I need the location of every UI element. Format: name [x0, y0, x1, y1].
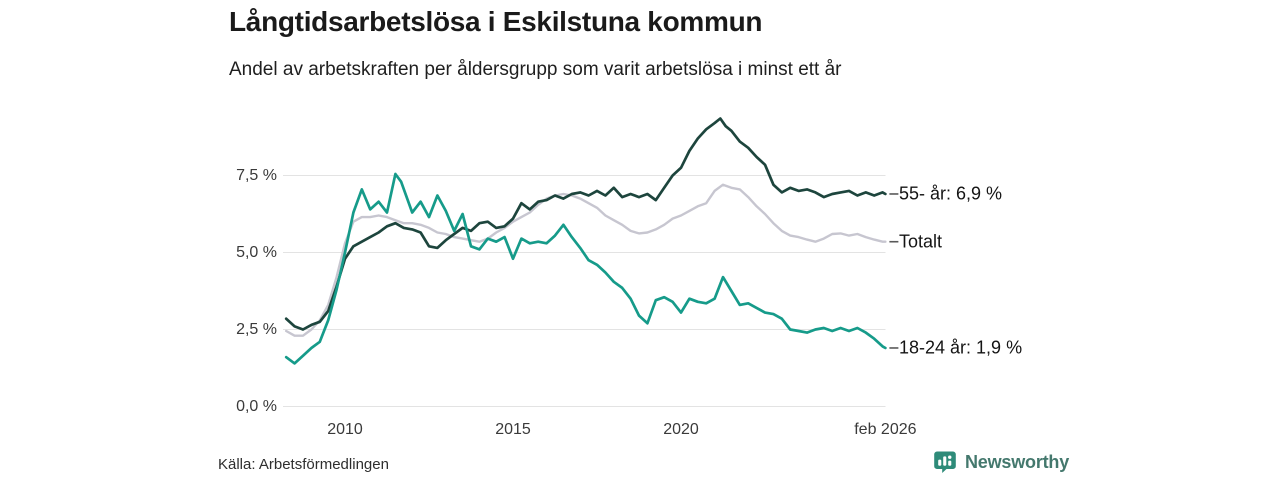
y-axis-tick-label: 7,5 %: [236, 166, 277, 184]
series-end-label-55: 55- år: 6,9 %: [899, 183, 1003, 204]
source-note: Källa: Arbetsförmedlingen: [218, 456, 389, 473]
newsworthy-brand: Newsworthy: [933, 450, 1069, 474]
series-end-label-18-24: 18-24 år: 1,9 %: [899, 337, 1023, 358]
x-axis-tick-label: 2020: [663, 421, 699, 438]
series-line-55-år: [284, 117, 887, 331]
newsworthy-logo-icon: [934, 451, 956, 473]
series-line-18-24år: [284, 172, 887, 365]
x-axis-tick-label: 2015: [495, 421, 531, 438]
y-axis-tick-label: 2,5 %: [236, 320, 277, 338]
chart-subtitle: Andel av arbetskraften per åldersgrupp s…: [229, 59, 842, 80]
x-axis-tick-label: feb 2026: [854, 421, 917, 438]
series-line-Totalt: [285, 183, 887, 337]
newsworthy-wordmark: Newsworthy: [965, 451, 1070, 472]
series-end-label-totalt: Totalt: [899, 231, 943, 252]
y-axis-tick-label: 0,0 %: [236, 397, 277, 415]
y-axis-tick-label: 5,0 %: [236, 243, 277, 261]
x-axis-tick-label: 2010: [327, 421, 363, 438]
chart-title: Långtidsarbetslösa i Eskilstuna kommun: [229, 6, 763, 37]
